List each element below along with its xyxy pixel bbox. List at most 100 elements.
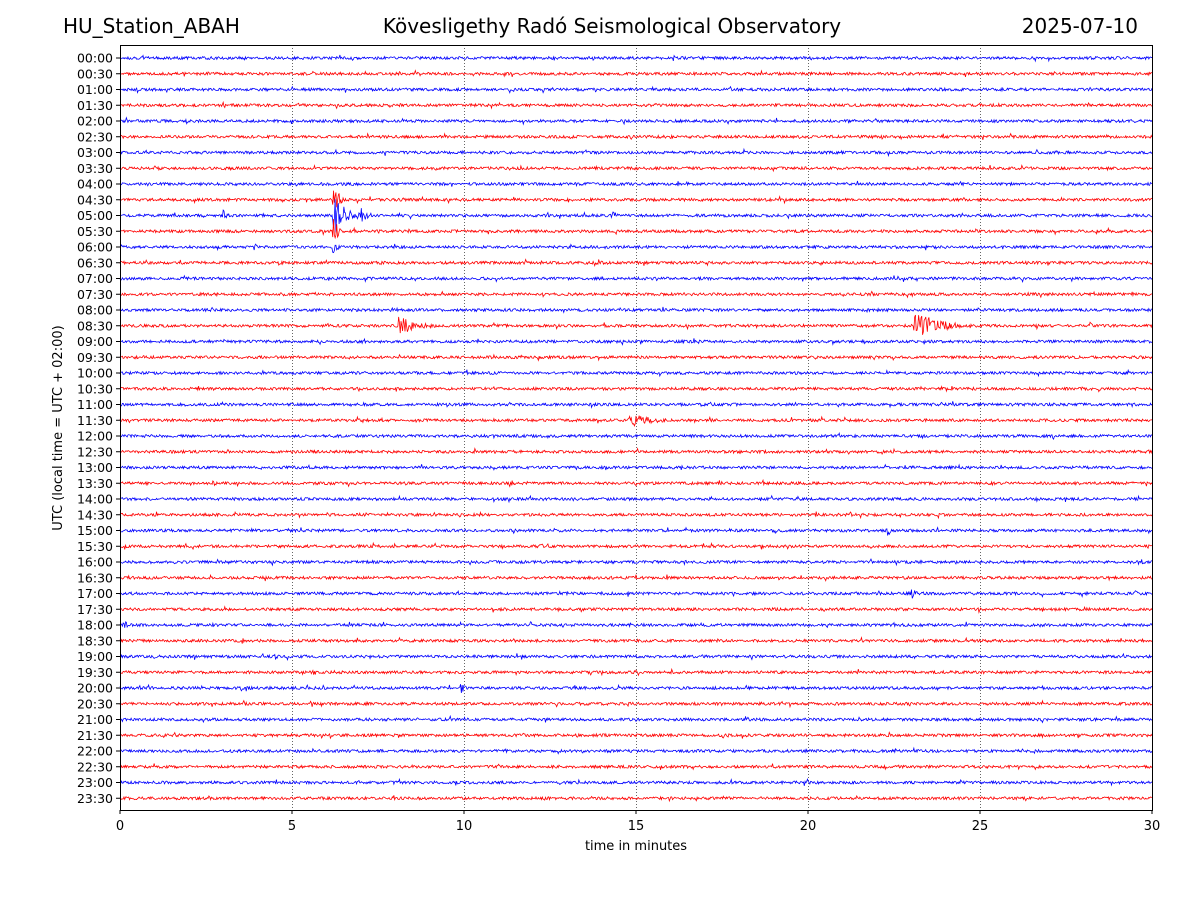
trace-0130 bbox=[119, 100, 1153, 110]
grid-layer bbox=[292, 45, 981, 810]
x-tick-label: 30 bbox=[1144, 819, 1161, 834]
x-tick-label: 25 bbox=[972, 819, 989, 834]
trace-0930 bbox=[119, 353, 1153, 362]
y-tick-label: 18:00 bbox=[77, 618, 113, 633]
trace-0430 bbox=[119, 190, 1153, 208]
y-tick-label: 09:30 bbox=[77, 350, 113, 365]
y-tick-label: 02:00 bbox=[77, 114, 113, 129]
y-tick-label: 07:00 bbox=[77, 271, 113, 286]
trace-1430 bbox=[119, 510, 1153, 520]
y-tick-label: 15:00 bbox=[77, 523, 113, 538]
x-axis: 0 5 10 15 20 25 30 bbox=[116, 810, 1160, 834]
trace-1500 bbox=[119, 526, 1153, 536]
y-tick-label: 15:30 bbox=[77, 539, 113, 554]
y-tick-label: 16:30 bbox=[77, 570, 113, 585]
y-tick-label: 07:30 bbox=[77, 287, 113, 302]
trace-1930 bbox=[119, 667, 1153, 677]
y-tick-label: 10:00 bbox=[77, 366, 113, 381]
trace-0800 bbox=[119, 306, 1153, 314]
trace-2030 bbox=[119, 699, 1153, 709]
trace-layer bbox=[119, 54, 1153, 803]
trace-1330 bbox=[119, 478, 1153, 488]
trace-1000 bbox=[119, 368, 1153, 378]
y-tick-label: 14:30 bbox=[77, 507, 113, 522]
y-tick-label: 00:00 bbox=[77, 51, 113, 66]
plot-frame bbox=[120, 45, 1153, 811]
trace-0730 bbox=[119, 290, 1153, 299]
trace-1230 bbox=[119, 447, 1153, 455]
y-tick-label: 01:00 bbox=[77, 82, 113, 97]
y-tick-label: 22:30 bbox=[77, 759, 113, 774]
y-tick-label: 03:30 bbox=[77, 161, 113, 176]
x-tick-label: 0 bbox=[116, 819, 124, 834]
trace-1300 bbox=[119, 463, 1153, 471]
trace-2200 bbox=[119, 746, 1153, 755]
trace-0000 bbox=[119, 54, 1153, 63]
y-tick-label: 12:00 bbox=[77, 429, 113, 444]
trace-0530 bbox=[119, 218, 1153, 240]
trace-0330 bbox=[119, 164, 1153, 173]
trace-1800 bbox=[119, 620, 1153, 629]
trace-1130 bbox=[119, 415, 1153, 428]
y-tick-label: 02:30 bbox=[77, 129, 113, 144]
y-tick-label: 21:30 bbox=[77, 728, 113, 743]
trace-0300 bbox=[119, 147, 1153, 158]
trace-2230 bbox=[119, 763, 1153, 771]
trace-0630 bbox=[119, 258, 1153, 268]
y-tick-label: 05:30 bbox=[77, 224, 113, 239]
x-tick-label: 10 bbox=[456, 819, 473, 834]
x-tick-label: 15 bbox=[628, 819, 645, 834]
trace-1730 bbox=[119, 605, 1153, 614]
trace-1400 bbox=[119, 494, 1153, 504]
plot-date: 2025-07-10 bbox=[1021, 14, 1138, 38]
trace-0600 bbox=[119, 243, 1153, 254]
trace-0200 bbox=[119, 116, 1153, 126]
trace-0700 bbox=[119, 274, 1153, 283]
station-name: HU_Station_ABAH bbox=[63, 14, 240, 38]
y-tick-label: 16:00 bbox=[77, 555, 113, 570]
y-tick-label: 04:30 bbox=[77, 192, 113, 207]
y-tick-label: 20:00 bbox=[77, 681, 113, 696]
trace-2000 bbox=[119, 683, 1153, 694]
y-tick-label: 19:30 bbox=[77, 665, 113, 680]
y-tick-label: 03:00 bbox=[77, 145, 113, 160]
trace-0900 bbox=[119, 337, 1153, 346]
trace-0230 bbox=[119, 132, 1153, 141]
x-axis-label: time in minutes bbox=[585, 839, 687, 854]
y-axis: 00:0000:3001:0001:3002:0002:3003:0003:30… bbox=[77, 51, 120, 806]
y-tick-label: 22:00 bbox=[77, 744, 113, 759]
trace-1100 bbox=[119, 400, 1153, 409]
y-axis-label: UTC (local time = UTC + 02:00) bbox=[51, 325, 66, 530]
trace-1900 bbox=[119, 652, 1153, 662]
trace-1700 bbox=[119, 589, 1153, 599]
y-tick-label: 13:30 bbox=[77, 476, 113, 491]
y-tick-label: 13:00 bbox=[77, 460, 113, 475]
y-tick-label: 11:00 bbox=[77, 397, 113, 412]
trace-1530 bbox=[119, 541, 1153, 551]
y-tick-label: 19:00 bbox=[77, 649, 113, 664]
x-tick-label: 5 bbox=[288, 819, 296, 834]
observatory-title: Kövesligethy Radó Seismological Observat… bbox=[382, 14, 842, 38]
y-tick-label: 09:00 bbox=[77, 334, 113, 349]
y-tick-label: 17:00 bbox=[77, 586, 113, 601]
trace-0500 bbox=[119, 199, 1153, 233]
y-tick-label: 06:30 bbox=[77, 255, 113, 270]
trace-0030 bbox=[119, 69, 1153, 78]
trace-0830 bbox=[119, 314, 1153, 335]
trace-2100 bbox=[119, 714, 1153, 724]
y-tick-label: 08:00 bbox=[77, 303, 113, 318]
y-tick-label: 18:30 bbox=[77, 633, 113, 648]
y-tick-label: 08:30 bbox=[77, 318, 113, 333]
y-tick-label: 05:00 bbox=[77, 208, 113, 223]
y-tick-label: 06:00 bbox=[77, 240, 113, 255]
trace-2300 bbox=[119, 777, 1153, 787]
y-tick-label: 20:30 bbox=[77, 696, 113, 711]
trace-1630 bbox=[119, 573, 1153, 582]
y-tick-label: 01:30 bbox=[77, 98, 113, 113]
y-tick-label: 17:30 bbox=[77, 602, 113, 617]
y-tick-label: 21:00 bbox=[77, 712, 113, 727]
y-tick-label: 04:00 bbox=[77, 177, 113, 192]
y-tick-label: 12:30 bbox=[77, 444, 113, 459]
y-tick-label: 00:30 bbox=[77, 66, 113, 81]
